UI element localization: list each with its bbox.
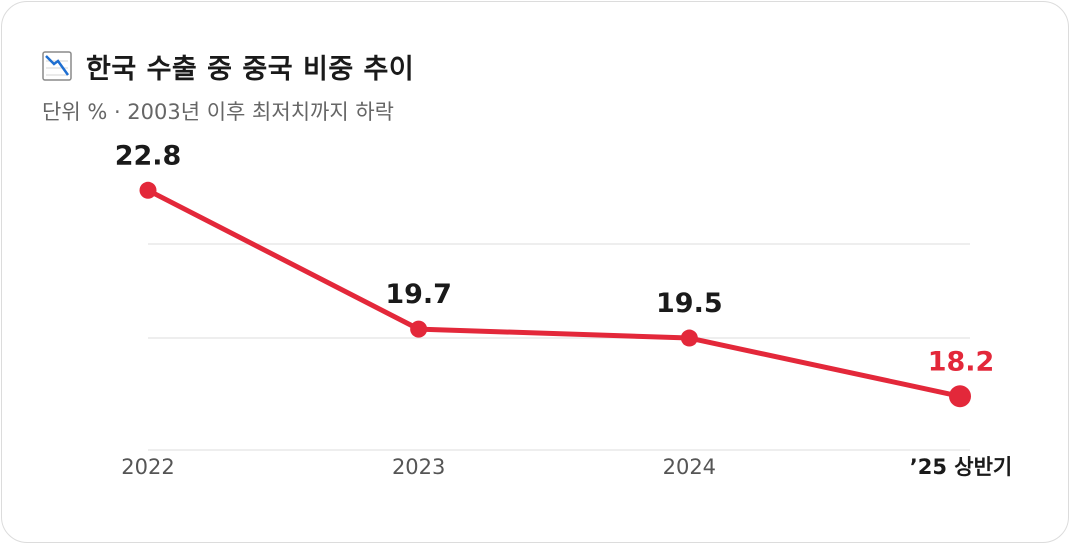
tick-layer: 2022 2023 2024 ’25 상반기 <box>121 455 1012 479</box>
x-tick-label-2023: 2023 <box>392 455 445 479</box>
data-point-’25 상반기 <box>949 385 971 408</box>
x-tick-label-2022: 2022 <box>121 455 174 479</box>
data-label-2022: 22.8 <box>115 140 182 171</box>
label-layer: 22.8 19.7 19.5 18.2 <box>115 140 995 377</box>
chart-subtitle: 단위 % · 2003년 이후 최저치까지 하락 <box>42 100 394 124</box>
title-row: 한국 수출 중 중국 비중 추이 <box>42 46 414 86</box>
data-point-2023 <box>410 320 428 338</box>
line-layer <box>145 187 963 399</box>
data-point-2022 <box>139 181 157 199</box>
chart-title: 한국 수출 중 중국 비중 추이 <box>86 53 415 85</box>
data-label-2024: 19.5 <box>656 288 723 319</box>
x-tick-label-’25 상반기: ’25 상반기 <box>910 455 1012 479</box>
data-label-’25 상반기: 18.2 <box>928 346 995 377</box>
chart-decreasing-icon <box>42 51 72 81</box>
data-point-2024 <box>680 329 698 347</box>
point-layer <box>139 181 971 408</box>
grid-layer <box>148 243 970 451</box>
x-tick-label-2024: 2024 <box>663 455 716 479</box>
data-label-2023: 19.7 <box>385 279 452 310</box>
series-line <box>145 187 963 399</box>
